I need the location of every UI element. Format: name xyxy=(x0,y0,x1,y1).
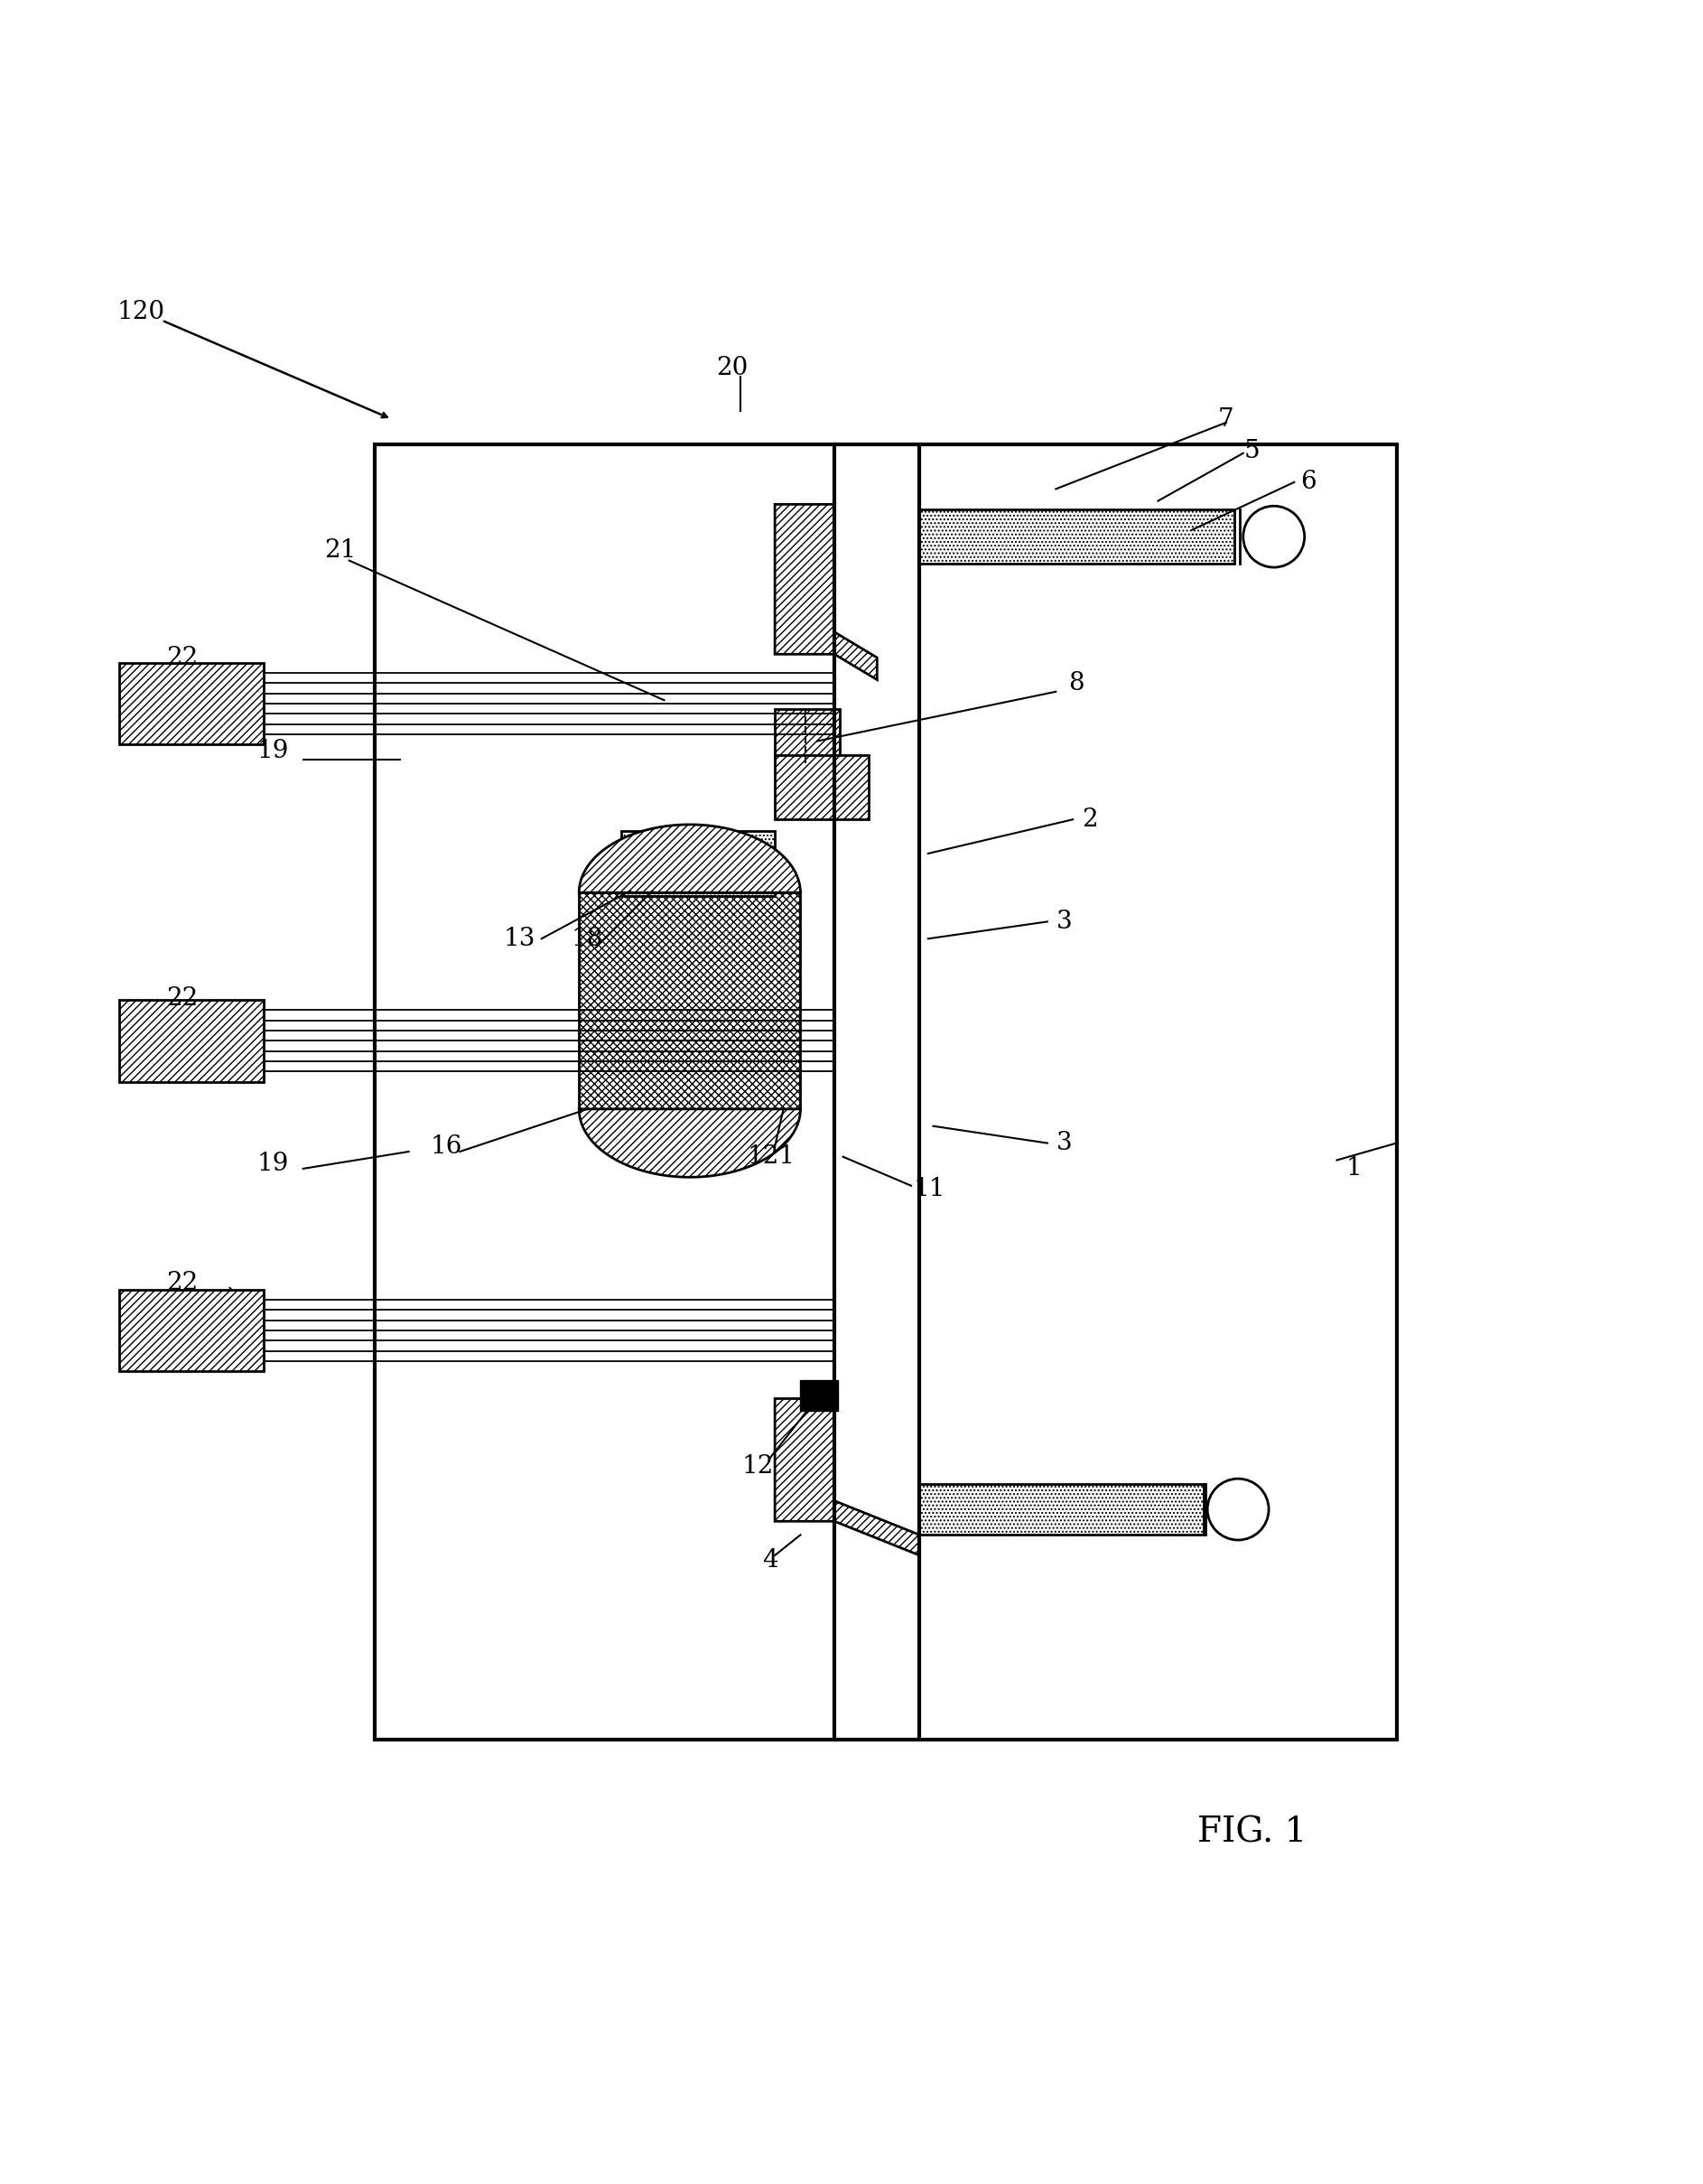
Text: 13: 13 xyxy=(504,926,535,950)
Polygon shape xyxy=(579,1109,800,1177)
Bar xyxy=(119,662,264,745)
Text: 1: 1 xyxy=(1345,1158,1362,1182)
Bar xyxy=(775,710,840,760)
Text: 11: 11 xyxy=(915,1177,945,1201)
Circle shape xyxy=(1243,507,1304,568)
Text: FIG. 1: FIG. 1 xyxy=(1197,1817,1306,1850)
Text: 6: 6 xyxy=(1299,470,1316,494)
Text: 12: 12 xyxy=(743,1455,773,1479)
Polygon shape xyxy=(775,505,877,679)
Text: 19: 19 xyxy=(257,1151,288,1175)
Text: 3: 3 xyxy=(1056,1131,1073,1155)
Polygon shape xyxy=(579,826,800,893)
Bar xyxy=(119,1000,264,1081)
Text: 20: 20 xyxy=(717,356,748,380)
Text: 18: 18 xyxy=(572,926,603,950)
Text: 7: 7 xyxy=(1218,406,1235,430)
Text: 21: 21 xyxy=(325,537,356,563)
Text: 5: 5 xyxy=(1243,439,1260,463)
Bar xyxy=(579,891,800,1109)
Bar xyxy=(375,446,1396,1738)
Polygon shape xyxy=(775,1398,920,1555)
Bar xyxy=(800,1380,838,1411)
Bar xyxy=(119,1289,264,1372)
Bar xyxy=(920,509,1235,563)
Bar xyxy=(622,832,775,895)
Text: 2: 2 xyxy=(1081,808,1098,832)
Text: 19: 19 xyxy=(257,738,288,764)
Circle shape xyxy=(1207,1479,1269,1540)
Text: 8: 8 xyxy=(1068,670,1085,695)
Text: 22: 22 xyxy=(167,987,198,1011)
Text: 3: 3 xyxy=(1056,909,1073,935)
Text: 120: 120 xyxy=(118,299,165,323)
Text: 22: 22 xyxy=(167,646,198,670)
Text: 4: 4 xyxy=(761,1548,778,1572)
Text: 22: 22 xyxy=(167,1271,198,1295)
Bar xyxy=(775,756,869,819)
Text: 16: 16 xyxy=(431,1133,462,1160)
Text: 121: 121 xyxy=(748,1144,795,1168)
Bar xyxy=(920,1483,1206,1535)
